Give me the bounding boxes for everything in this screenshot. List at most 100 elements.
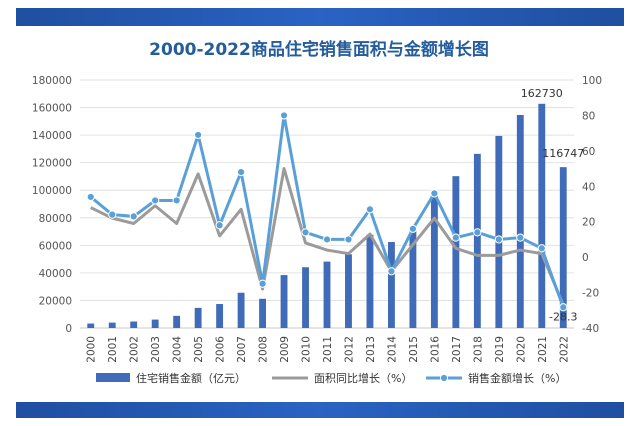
x-axis-tick-label: 2007 [236, 336, 248, 363]
legend-label-sales: 销售金额增长（%） [468, 371, 566, 385]
right-axis-tick-label: 60 [582, 146, 595, 158]
x-axis-tick-label: 2009 [279, 336, 291, 363]
chart-title: 2000-2022商品住宅销售面积与金额增长图 [149, 39, 489, 60]
data-label: -28.3 [549, 310, 577, 323]
x-axis-tick-label: 2019 [494, 336, 506, 363]
bar [516, 114, 524, 329]
bar [559, 167, 567, 328]
bar [302, 267, 309, 328]
bar [430, 191, 438, 328]
bar [108, 322, 116, 328]
sales-growth-point [301, 228, 310, 237]
sales-growth-point [279, 111, 289, 120]
x-axis-tick-label: 2006 [215, 336, 227, 363]
data-label: 116747 [542, 147, 584, 160]
bar [409, 227, 417, 328]
sales-growth-point [344, 235, 353, 244]
x-axis-tick-label: 2008 [258, 336, 270, 363]
sales-growth-point [172, 196, 181, 205]
left-axis-tick-label: 180000 [32, 75, 72, 87]
bar [151, 319, 159, 328]
x-axis-tick-label: 2001 [107, 336, 119, 363]
chart: 2000-2022商品住宅销售面积与金额增长图02000040000600008… [32, 39, 602, 385]
x-axis-tick-label: 2010 [301, 336, 313, 363]
left-axis-tick-label: 120000 [32, 158, 72, 170]
sales-growth-point [215, 221, 224, 230]
bar [495, 135, 503, 328]
sales-growth-point [387, 267, 396, 276]
legend-swatch-bars [96, 373, 130, 382]
bar [473, 153, 481, 328]
sales-growth-point [108, 210, 117, 219]
x-axis-tick-label: 2002 [129, 336, 141, 363]
left-axis-tick-label: 80000 [39, 213, 72, 225]
x-axis-tick-label: 2015 [408, 336, 420, 363]
sales-growth-point [151, 196, 160, 205]
legend-swatch-sales-marker [439, 373, 449, 383]
legend-label-bars: 住宅销售金额（亿元） [136, 371, 246, 385]
bar [538, 103, 546, 328]
left-axis-tick-label: 140000 [32, 130, 72, 142]
sales-growth-point [473, 228, 482, 237]
bar [216, 304, 224, 328]
bar [452, 176, 460, 328]
right-axis-tick-label: 100 [582, 75, 602, 87]
left-axis-tick-label: 60000 [39, 240, 72, 252]
sales-growth-point [559, 303, 568, 312]
right-axis-tick-label: 20 [582, 217, 595, 229]
sales-growth-point [236, 168, 246, 177]
left-axis-tick-label: 20000 [39, 295, 72, 307]
left-axis-tick-label: 40000 [39, 268, 72, 280]
x-axis-tick-label: 2004 [172, 336, 184, 363]
right-axis-tick-label: 80 [582, 110, 595, 122]
x-axis-tick-label: 2016 [429, 336, 441, 363]
data-label: 162730 [521, 87, 563, 100]
sales-growth-point [194, 130, 203, 140]
sales-growth-point [86, 192, 95, 202]
area-growth-line [90, 167, 565, 306]
bar [323, 261, 331, 328]
left-axis-tick-label: 0 [65, 323, 72, 335]
bar [366, 234, 374, 328]
bar [259, 298, 267, 328]
right-axis-tick-label: -40 [582, 323, 599, 335]
sales-growth-point [258, 279, 267, 288]
right-axis-tick-label: 0 [582, 252, 589, 264]
top-banner [16, 8, 624, 26]
x-axis-tick-label: 2017 [451, 336, 463, 363]
x-axis-tick-label: 2011 [322, 336, 334, 363]
bar [194, 307, 202, 328]
bar [387, 242, 395, 328]
sales-growth-point [516, 233, 525, 242]
bar [87, 323, 95, 328]
sales-growth-point [451, 233, 460, 242]
sales-growth-point [129, 212, 138, 221]
x-axis-tick-label: 2005 [193, 336, 205, 363]
right-axis-tick-label: 40 [582, 181, 595, 193]
left-axis-tick-label: 160000 [32, 103, 72, 115]
legend-label-area: 面积同比增长（%） [314, 371, 412, 385]
bottom-banner [16, 402, 624, 418]
right-axis-tick-label: -20 [582, 288, 599, 300]
x-axis-tick-label: 2012 [343, 336, 355, 363]
bar [237, 292, 245, 328]
sales-growth-point [494, 235, 503, 244]
sales-growth-point [537, 244, 546, 253]
sales-growth-point [322, 235, 332, 244]
bar [173, 315, 181, 328]
x-axis-tick-label: 2018 [472, 336, 484, 363]
x-axis-tick-label: 2003 [150, 336, 162, 363]
x-axis-tick-label: 2014 [386, 336, 398, 363]
x-axis-tick-label: 2022 [558, 336, 570, 363]
bar [345, 254, 352, 328]
bar [130, 321, 138, 328]
left-axis-tick-label: 100000 [32, 185, 72, 197]
x-axis-tick-label: 2013 [365, 336, 377, 363]
sales-growth-point [430, 189, 439, 198]
chart-frame: 2000-2022商品住宅销售面积与金额增长图 0 20000 40000 60000 8… [16, 26, 622, 402]
x-axis-tick-label: 2020 [515, 336, 527, 363]
sales-growth-point [365, 205, 375, 214]
x-axis-tick-label: 2000 [86, 336, 98, 363]
sales-growth-point [408, 224, 418, 233]
bar [280, 275, 288, 328]
